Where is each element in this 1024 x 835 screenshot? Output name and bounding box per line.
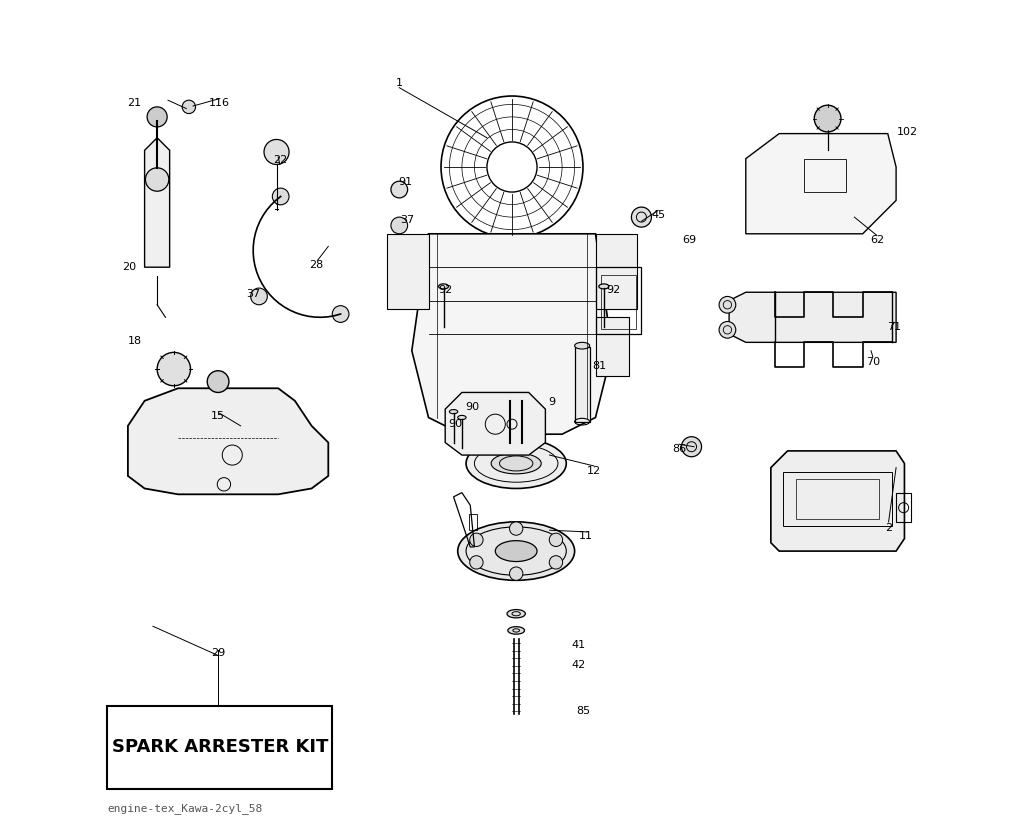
Text: 29: 29	[211, 648, 225, 658]
Circle shape	[332, 306, 349, 322]
Text: 41: 41	[571, 640, 586, 650]
Ellipse shape	[466, 438, 566, 488]
Polygon shape	[771, 451, 904, 551]
Circle shape	[207, 371, 229, 392]
Circle shape	[157, 352, 190, 386]
Text: 116: 116	[209, 98, 230, 108]
Text: 81: 81	[592, 361, 606, 371]
Circle shape	[549, 533, 562, 546]
Text: 37: 37	[400, 215, 415, 225]
Bar	[896, 493, 911, 522]
Text: 71: 71	[888, 322, 901, 332]
Text: 28: 28	[308, 260, 323, 270]
Circle shape	[632, 207, 651, 227]
Bar	[574, 347, 590, 422]
Text: 42: 42	[571, 660, 586, 671]
Circle shape	[391, 217, 408, 234]
Bar	[804, 159, 846, 192]
Circle shape	[145, 168, 169, 191]
Polygon shape	[412, 234, 612, 434]
Bar	[469, 514, 477, 530]
Circle shape	[470, 556, 483, 569]
Bar	[387, 234, 428, 309]
Bar	[108, 706, 333, 789]
Text: 1: 1	[395, 78, 402, 89]
Circle shape	[147, 107, 167, 127]
Circle shape	[264, 139, 289, 164]
Polygon shape	[445, 392, 546, 455]
Text: 15: 15	[211, 411, 225, 421]
Text: 85: 85	[575, 706, 590, 716]
Ellipse shape	[492, 453, 542, 474]
Bar	[600, 275, 636, 329]
Polygon shape	[144, 138, 170, 267]
Ellipse shape	[599, 284, 609, 289]
Text: 70: 70	[865, 357, 880, 367]
Circle shape	[510, 522, 523, 535]
Text: SPARK ARRESTER KIT: SPARK ARRESTER KIT	[112, 738, 328, 757]
Ellipse shape	[496, 541, 537, 561]
Text: 102: 102	[897, 127, 919, 137]
Ellipse shape	[450, 410, 458, 413]
Text: 22: 22	[272, 155, 287, 165]
Polygon shape	[128, 388, 329, 494]
Text: engine-tex_Kawa-2cyl_58: engine-tex_Kawa-2cyl_58	[108, 803, 262, 814]
Text: 45: 45	[651, 210, 666, 220]
Text: 18: 18	[128, 336, 141, 346]
Text: 92: 92	[438, 285, 453, 295]
Text: 62: 62	[869, 235, 884, 245]
Bar	[596, 317, 629, 376]
Bar	[596, 234, 637, 309]
Circle shape	[549, 556, 562, 569]
Ellipse shape	[574, 342, 590, 349]
Ellipse shape	[438, 284, 449, 289]
Polygon shape	[745, 134, 896, 234]
Circle shape	[719, 321, 736, 338]
Text: 69: 69	[682, 235, 696, 245]
Ellipse shape	[458, 522, 574, 580]
Text: 21: 21	[128, 98, 141, 108]
Text: 12: 12	[587, 466, 601, 476]
Circle shape	[470, 533, 483, 546]
Text: 86: 86	[672, 444, 686, 454]
Text: 90: 90	[466, 402, 480, 412]
Text: 20: 20	[123, 262, 136, 272]
Circle shape	[814, 105, 841, 132]
Circle shape	[182, 100, 196, 114]
Circle shape	[251, 288, 267, 305]
Bar	[596, 267, 641, 334]
Circle shape	[391, 181, 408, 198]
Circle shape	[510, 567, 523, 580]
Text: 92: 92	[607, 285, 621, 295]
Polygon shape	[729, 292, 896, 342]
Bar	[783, 472, 892, 526]
Ellipse shape	[458, 416, 466, 419]
Text: 37: 37	[246, 289, 260, 299]
Circle shape	[272, 188, 289, 205]
Ellipse shape	[508, 626, 524, 635]
Circle shape	[682, 437, 701, 457]
Circle shape	[719, 296, 736, 313]
Ellipse shape	[507, 610, 525, 618]
Text: 9: 9	[549, 397, 556, 407]
Text: 91: 91	[398, 177, 413, 187]
Text: 2: 2	[885, 523, 892, 533]
Text: 11: 11	[579, 531, 593, 541]
Bar	[796, 479, 880, 519]
Text: 90: 90	[449, 419, 462, 429]
